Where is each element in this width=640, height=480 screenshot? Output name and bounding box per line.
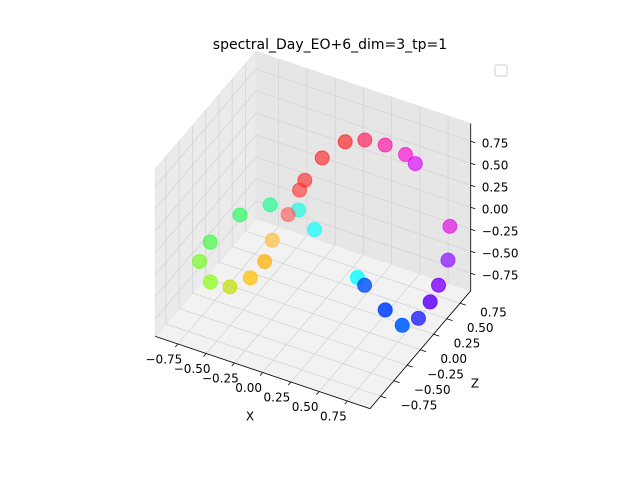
y-axis-label: Z — [471, 377, 479, 391]
point — [337, 134, 353, 150]
grid-line — [179, 308, 394, 382]
point — [407, 156, 423, 172]
point — [377, 137, 393, 153]
grid-line — [255, 178, 471, 252]
y-tick-label: −0.50 — [414, 383, 451, 397]
point — [257, 254, 273, 270]
tick-mark — [470, 184, 476, 188]
point — [280, 207, 296, 223]
point — [262, 197, 278, 213]
z-tick-label: 0.00 — [482, 203, 509, 217]
x-tick-label: 0.75 — [320, 410, 347, 424]
y-tick-label: −0.25 — [427, 368, 464, 382]
tick-mark — [174, 343, 179, 348]
grid-line — [154, 156, 257, 276]
grid-line — [205, 277, 421, 351]
x-axis-label: X — [246, 410, 254, 424]
chart-title: spectral_Day_EO+6_dim=3_tp=1 — [213, 37, 447, 53]
tick-mark — [470, 162, 476, 166]
point — [357, 277, 373, 293]
grid-line — [154, 90, 257, 210]
y-tick-label: −0.75 — [401, 399, 438, 413]
tick-mark — [259, 372, 263, 376]
z-tick-label: 0.25 — [482, 181, 509, 195]
grid-line — [192, 292, 408, 366]
tick-mark — [470, 206, 476, 210]
axis-line — [155, 123, 472, 410]
tick-mark — [470, 272, 476, 276]
tick-mark — [420, 349, 427, 352]
y-tick-label: 0.75 — [480, 306, 507, 320]
grid-line — [255, 90, 471, 164]
grid-line — [255, 134, 471, 208]
point — [264, 232, 280, 248]
tick-mark — [470, 228, 476, 232]
tick-mark — [203, 353, 207, 357]
y-tick-label: 0.25 — [454, 337, 481, 351]
tick-mark — [231, 362, 235, 367]
tick-mark — [316, 391, 320, 395]
point — [431, 277, 447, 293]
point — [440, 252, 456, 268]
z-tick-label: −0.50 — [482, 247, 519, 261]
z-tick-label: −0.25 — [482, 225, 519, 239]
x-tick-label: 0.00 — [235, 381, 262, 395]
legend-box — [494, 64, 508, 77]
tick-mark — [380, 395, 387, 399]
point — [242, 270, 258, 286]
tick-mark — [446, 318, 453, 321]
point — [377, 302, 393, 318]
z-tick-label: 0.75 — [482, 137, 509, 151]
point — [202, 234, 218, 250]
tick-mark — [459, 302, 466, 306]
z-tick-label: 0.50 — [482, 159, 509, 173]
grid-line — [255, 68, 471, 142]
tick-mark — [393, 380, 400, 383]
point — [232, 207, 248, 223]
tick-mark — [470, 140, 476, 144]
point — [394, 317, 410, 333]
y-tick-label: 0.00 — [440, 352, 467, 366]
points — [192, 132, 458, 333]
grid-line — [245, 230, 461, 304]
point — [307, 222, 323, 238]
point — [398, 147, 414, 163]
y-tick-label: 0.50 — [467, 321, 494, 335]
grid-line — [154, 112, 257, 232]
point — [422, 294, 438, 310]
grid-line — [255, 112, 471, 186]
tick-mark — [344, 400, 348, 405]
grid-line — [165, 323, 381, 397]
point — [442, 218, 458, 234]
x-tick-label: −0.75 — [146, 353, 183, 367]
grid-line — [154, 68, 257, 188]
x-tick-label: 0.25 — [264, 391, 291, 405]
tick-mark — [287, 381, 292, 386]
tick-mark — [433, 333, 440, 337]
tick-mark — [406, 364, 413, 368]
point — [202, 274, 218, 290]
grid-line — [154, 134, 257, 254]
point — [292, 182, 308, 198]
point — [314, 150, 330, 166]
grid-line — [255, 156, 471, 230]
point — [192, 254, 208, 269]
x-tick-label: −0.50 — [174, 362, 211, 376]
x-tick-label: −0.25 — [202, 372, 239, 386]
point — [410, 310, 426, 326]
z-tick-label: −0.75 — [482, 269, 519, 283]
x-tick-label: 0.50 — [292, 400, 319, 414]
point — [222, 279, 238, 295]
point — [357, 132, 373, 148]
tick-mark — [470, 250, 476, 254]
